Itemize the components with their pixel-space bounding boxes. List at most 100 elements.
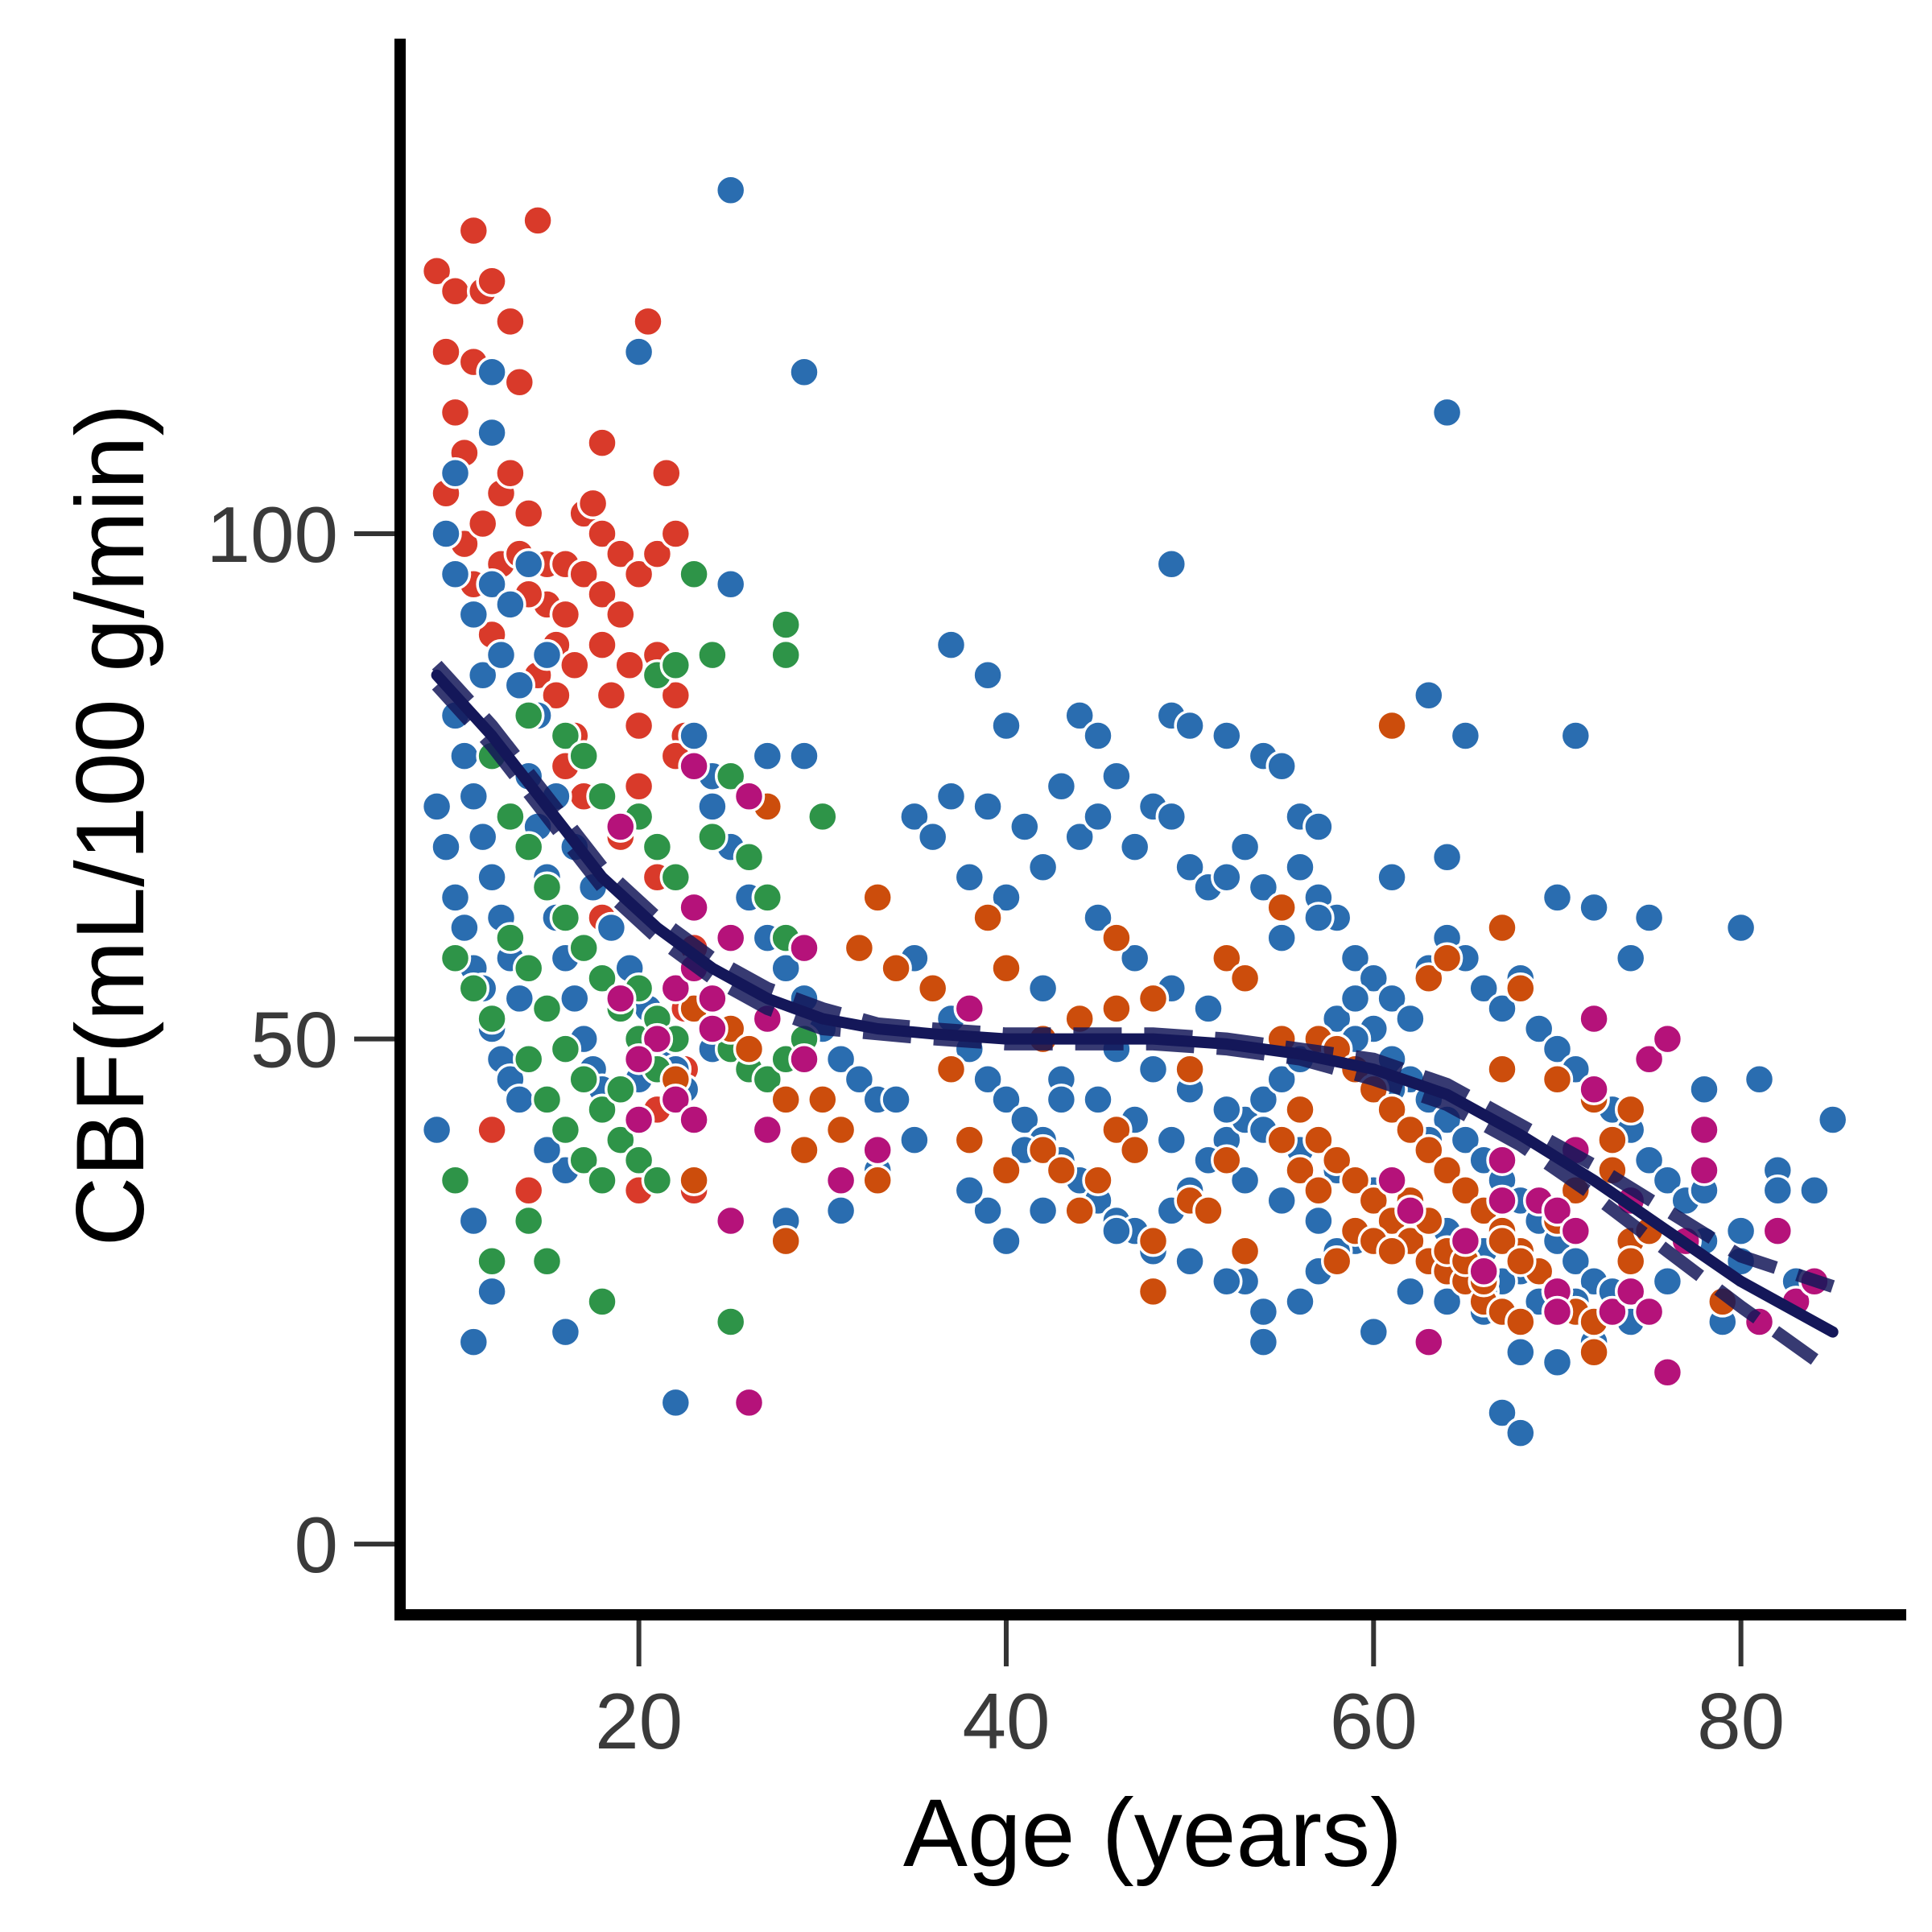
data-point [1265, 891, 1298, 924]
data-point [1541, 1346, 1574, 1378]
data-point [503, 982, 536, 1015]
data-point [494, 456, 526, 489]
data-point [678, 1104, 710, 1136]
data-point [898, 800, 931, 833]
data-point [1339, 1164, 1372, 1197]
data-point [595, 911, 628, 944]
data-point [512, 547, 545, 580]
data-point [568, 1144, 600, 1176]
data-point [476, 1113, 508, 1146]
data-point [576, 487, 609, 520]
y-tick-label: 50 [250, 996, 338, 1084]
data-point [512, 1042, 545, 1075]
data-point [714, 174, 747, 207]
data-point [678, 891, 710, 924]
data-point [751, 1063, 784, 1096]
data-point [953, 861, 986, 894]
data-point [1724, 911, 1757, 944]
data-point [1743, 1063, 1776, 1096]
data-point [1522, 1013, 1555, 1045]
data-point [1468, 972, 1500, 1005]
data-point [530, 1133, 564, 1166]
data-point [1449, 720, 1482, 752]
data-point [1247, 871, 1280, 904]
data-point [476, 265, 508, 297]
x-tick-label: 40 [962, 1677, 1050, 1765]
data-point [420, 1113, 453, 1146]
data-point [439, 396, 472, 429]
data-point [1211, 1093, 1243, 1126]
data-point [678, 1164, 710, 1197]
data-point [503, 365, 536, 398]
data-point [678, 749, 710, 782]
data-point [1430, 1154, 1463, 1187]
data-point [503, 1084, 536, 1116]
data-point [824, 1113, 857, 1146]
data-point [1100, 993, 1133, 1025]
data-point [420, 254, 453, 287]
data-point [714, 1204, 747, 1237]
data-point [880, 1084, 912, 1116]
data-point [1063, 820, 1096, 853]
data-point [605, 1073, 637, 1106]
data-point [1228, 831, 1261, 863]
data-point [1430, 396, 1463, 429]
fit-line [431, 669, 1839, 1338]
data-point [549, 720, 582, 752]
data-point [1009, 811, 1041, 843]
data-point [1376, 709, 1408, 742]
data-point [512, 831, 545, 863]
data-point [1192, 993, 1224, 1025]
data-point [605, 1124, 637, 1156]
data-point [530, 993, 564, 1025]
data-point [622, 558, 655, 590]
data-point [972, 791, 1004, 823]
data-point [586, 962, 618, 995]
data-point [1118, 1133, 1151, 1166]
data-point [1247, 1326, 1280, 1358]
x-tick-label: 60 [1330, 1677, 1418, 1765]
data-point [605, 811, 637, 843]
data-point [1761, 1215, 1794, 1247]
data-point [1541, 1295, 1574, 1328]
data-point [1211, 1265, 1243, 1298]
data-point [696, 1013, 729, 1045]
data-point [448, 911, 481, 944]
data-point [1578, 1073, 1610, 1106]
data-point [1045, 1084, 1078, 1116]
data-point [1614, 1245, 1647, 1278]
data-point [824, 1195, 857, 1227]
data-point [1486, 1144, 1518, 1176]
data-point [439, 456, 472, 489]
data-point [733, 780, 766, 813]
data-point [1505, 1335, 1537, 1368]
data-point [935, 1053, 968, 1085]
data-points [420, 174, 1849, 1449]
x-axis-title: Age (years) [903, 1779, 1402, 1887]
data-point [1394, 1195, 1426, 1227]
data-point [1228, 962, 1261, 995]
data-point [466, 658, 499, 691]
data-point [935, 780, 968, 813]
data-point [622, 1104, 655, 1136]
data-point [1174, 1245, 1206, 1278]
data-point [1394, 1002, 1426, 1035]
data-point [568, 558, 600, 590]
data-point [1376, 1164, 1408, 1197]
data-point [916, 820, 949, 853]
data-point [1137, 1053, 1170, 1085]
data-point [1211, 1144, 1243, 1176]
data-point [1413, 679, 1445, 712]
data-point [1302, 1124, 1335, 1156]
data-point [1541, 1195, 1574, 1227]
data-point [430, 831, 462, 863]
data-point [1320, 1245, 1353, 1278]
data-point [595, 679, 628, 712]
data-point [1339, 942, 1372, 974]
data-point [1394, 1113, 1426, 1146]
data-point [1413, 1133, 1445, 1166]
data-point [1265, 1124, 1298, 1156]
data-point [953, 1174, 986, 1207]
data-point [1155, 800, 1188, 833]
